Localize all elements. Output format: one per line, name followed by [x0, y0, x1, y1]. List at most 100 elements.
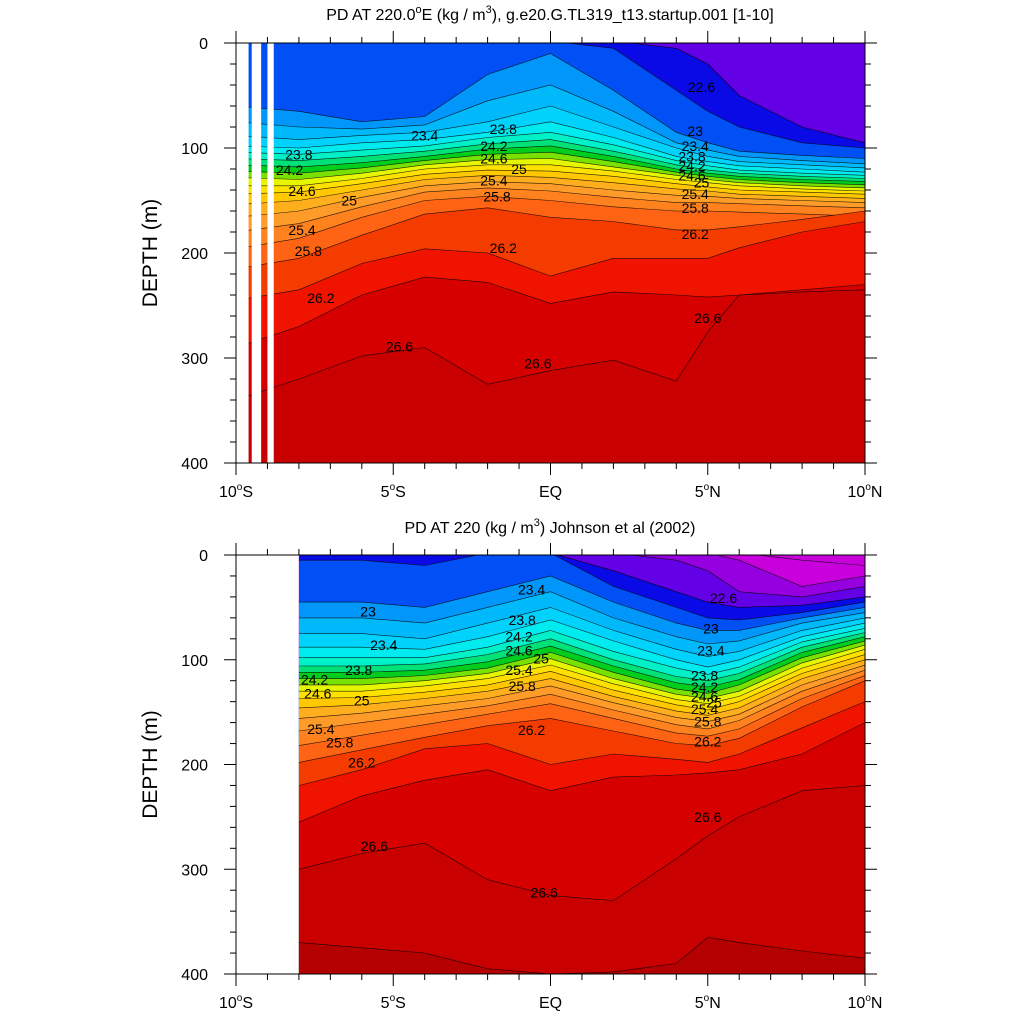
isopycnal-line — [298, 680, 865, 763]
x-tick-label: 10oN — [848, 993, 883, 1012]
isopycnal-line — [236, 84, 865, 165]
x-tick-label: 10oS — [219, 482, 253, 501]
contour-label: 22.6 — [710, 590, 737, 606]
isopycnal-line — [298, 654, 865, 711]
contour-label: 24.6 — [288, 183, 315, 199]
contour-label: 24.2 — [505, 629, 532, 645]
contour-label: 25 — [533, 651, 549, 667]
contour-label: 25 — [341, 193, 357, 209]
isopycnal-line — [298, 628, 865, 675]
isopycnal-line — [236, 131, 865, 176]
isopycnal-line — [298, 607, 865, 657]
isopycnal-line — [298, 722, 865, 823]
isopycnal-line — [236, 139, 865, 179]
isopycnal-line — [298, 640, 865, 694]
contour-label: 26.6 — [524, 355, 551, 371]
isopycnal-line — [298, 701, 865, 786]
y-tick-label: 100 — [181, 141, 208, 158]
contour-label: 25.4 — [682, 186, 709, 202]
contour-label: 23.8 — [691, 668, 718, 684]
isopycnal-line — [236, 221, 865, 301]
x-tick-label: 5oS — [381, 482, 406, 501]
isopycnal-line — [236, 164, 865, 192]
isopycnal-line — [236, 207, 865, 270]
y-tick-label: 400 — [181, 967, 208, 984]
contour-label: 26.6 — [694, 809, 721, 825]
contour-label: 26.2 — [307, 290, 334, 306]
contour-label: 23.8 — [678, 148, 705, 164]
missing-data-column — [236, 43, 249, 463]
contour-field — [298, 555, 865, 974]
contour-label: 22.6 — [688, 79, 715, 95]
y-tick-label: 400 — [181, 456, 208, 473]
panel-model: 23.423.824.224.62525.425.826.226.623.824… — [139, 4, 882, 501]
y-tick-label: 0 — [199, 548, 208, 565]
y-tick-label: 300 — [181, 351, 208, 368]
panel-title: PD AT 220 (kg / m3) Johnson et al (2002) — [404, 517, 695, 537]
missing-data-column — [251, 43, 262, 463]
contour-label: 23 — [687, 123, 703, 139]
x-tick-label: 10oS — [219, 993, 253, 1012]
contour-label: 25.8 — [694, 714, 721, 730]
contour-field — [236, 43, 865, 463]
contour-label: 26.2 — [694, 734, 721, 750]
isopycnal-line — [236, 187, 865, 233]
contour-label: 25 — [694, 175, 710, 191]
isopycnal-line — [298, 619, 865, 668]
contour-label: 24.6 — [678, 167, 705, 183]
contour-label: 25.8 — [509, 678, 536, 694]
contour-label: 23.4 — [682, 138, 709, 154]
contour-label: 25.4 — [505, 662, 532, 678]
contour-label: 24.2 — [691, 679, 718, 695]
contour-label: 24.6 — [480, 151, 507, 167]
contour-label: 24.2 — [301, 672, 328, 688]
contour-label: 24.2 — [276, 162, 303, 178]
isopycnal-line — [298, 591, 865, 645]
contour-label: 24.2 — [480, 138, 507, 154]
x-tick-label: 10oN — [848, 482, 883, 501]
contour-label: 23.8 — [509, 612, 536, 628]
x-tick-label: EQ — [539, 995, 562, 1012]
contour-label: 24.6 — [304, 685, 331, 701]
contour-label: 25.4 — [307, 721, 334, 737]
x-tick-label: 5oN — [695, 482, 721, 501]
isopycnal-line — [298, 664, 865, 722]
isopycnal-line — [298, 636, 865, 688]
contour-label: 25.8 — [295, 243, 322, 259]
contour-label: 25 — [706, 695, 722, 711]
y-axis-label: DEPTH (m) — [139, 199, 162, 308]
panel-title: PD AT 220.0oE (kg / m3), g.e20.G.TL319_t… — [326, 4, 773, 24]
isopycnal-line — [236, 158, 865, 189]
contour-label: 23.4 — [518, 582, 545, 598]
x-tick-label: EQ — [539, 484, 562, 501]
contour-label: 25.8 — [483, 188, 510, 204]
contour-label: 23.8 — [285, 146, 312, 162]
isopycnal-line — [298, 555, 865, 621]
isopycnal-line — [298, 659, 865, 716]
isopycnal-band — [298, 785, 865, 974]
isopycnal-line — [556, 555, 865, 608]
isopycnal-line — [236, 169, 865, 195]
isopycnal-line — [236, 195, 865, 250]
contour-label: 26.6 — [531, 884, 558, 900]
isopycnal-line — [236, 53, 865, 159]
contour-label: 25.8 — [326, 735, 353, 751]
contour-label: 23.4 — [370, 637, 397, 653]
contour-label: 25.4 — [480, 173, 507, 189]
contour-label: 26.6 — [361, 838, 388, 854]
missing-data-column — [267, 43, 274, 463]
contour-label: 24.6 — [505, 642, 532, 658]
contour-label: 23 — [360, 604, 376, 620]
y-axis-label: DEPTH (m) — [139, 710, 162, 819]
contour-label: 23.8 — [490, 121, 517, 137]
contour-label: 26.2 — [490, 240, 517, 256]
contour-label: 24.2 — [678, 158, 705, 174]
isopycnal-line — [298, 575, 865, 631]
isopycnal-line — [298, 785, 865, 902]
isopycnal-line — [236, 276, 865, 348]
contour-label: 23.4 — [697, 642, 724, 658]
contour-label: 25 — [354, 693, 370, 709]
y-tick-label: 200 — [181, 246, 208, 263]
